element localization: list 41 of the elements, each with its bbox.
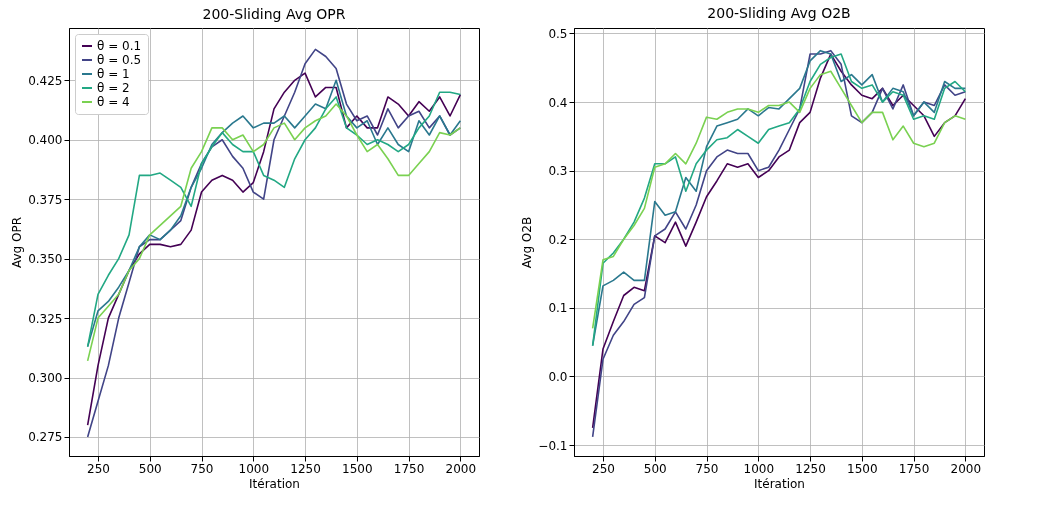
y-tick-label: 0.275 — [28, 430, 63, 445]
y-tick-label: 0.375 — [28, 192, 63, 207]
y-tick-label: 0.2 — [548, 232, 568, 247]
x-tick-label: 1000 — [238, 461, 270, 476]
x-tick-label: 2000 — [445, 461, 477, 476]
x-tick-label: 1250 — [795, 461, 826, 476]
x-tick-label: 2000 — [950, 461, 982, 476]
legend-label: θ = 1 — [97, 67, 130, 81]
y-tick-label: 0.3 — [548, 164, 568, 179]
y-axis-title: Avg O2B — [520, 216, 535, 269]
chart-title: 200-Sliding Avg OPR — [202, 6, 346, 22]
y-tick-label: 0.0 — [548, 369, 568, 384]
x-tick-label: 1500 — [847, 461, 878, 476]
legend-label: θ = 0.1 — [97, 39, 142, 53]
x-axis-title: Itération — [754, 476, 805, 491]
x-tick-label: 1500 — [342, 461, 373, 476]
x-tick-label: 1750 — [898, 461, 930, 476]
x-tick-label: 750 — [190, 461, 214, 476]
y-tick-label: 0.300 — [28, 371, 63, 386]
x-tick-label: 1000 — [743, 461, 775, 476]
legend-label: θ = 0.5 — [97, 53, 142, 67]
y-tick-label: 0.1 — [548, 301, 568, 316]
y-tick-label: 0.350 — [28, 252, 63, 267]
y-tick-label: 0.325 — [28, 311, 63, 326]
x-tick-label: 750 — [695, 461, 719, 476]
legend-label: θ = 4 — [97, 95, 130, 109]
x-tick-label: 1750 — [393, 461, 425, 476]
y-tick-label: 0.4 — [548, 95, 568, 110]
legend-label: θ = 2 — [97, 81, 130, 95]
y-tick-label: −0.1 — [538, 438, 568, 453]
x-tick-label: 500 — [643, 461, 667, 476]
chart-title: 200-Sliding Avg O2B — [707, 5, 851, 22]
y-tick-label: 0.5 — [548, 26, 568, 41]
x-tick-label: 250 — [592, 461, 615, 476]
x-tick-label: 500 — [138, 461, 162, 476]
y-tick-label: 0.425 — [28, 73, 63, 88]
x-tick-label: 250 — [87, 461, 110, 476]
y-axis-title: Avg OPR — [10, 216, 25, 269]
y-tick-label: 0.400 — [28, 133, 63, 148]
x-tick-label: 1250 — [290, 461, 321, 476]
x-axis-title: Itération — [249, 476, 300, 491]
